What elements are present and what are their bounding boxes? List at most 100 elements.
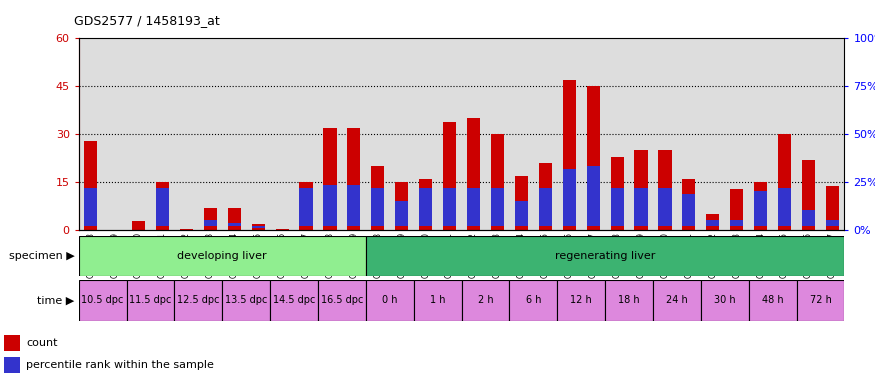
Text: specimen ▶: specimen ▶	[9, 251, 74, 262]
Bar	[539, 163, 552, 230]
Bar	[802, 160, 816, 230]
Bar	[204, 208, 217, 230]
Bar	[563, 80, 576, 230]
Bar	[826, 185, 839, 230]
Bar	[318, 280, 366, 321]
Bar	[443, 122, 456, 230]
Bar	[701, 280, 749, 321]
Text: time ▶: time ▶	[37, 295, 74, 306]
Bar	[132, 225, 145, 227]
Bar	[371, 166, 384, 230]
Bar	[682, 179, 696, 230]
Bar	[658, 188, 671, 225]
Bar	[491, 134, 504, 230]
Bar	[754, 182, 767, 230]
Bar	[419, 188, 432, 225]
Bar	[467, 118, 480, 230]
Bar	[347, 128, 360, 230]
Bar	[778, 188, 791, 225]
Bar	[270, 280, 318, 321]
Bar	[706, 214, 719, 230]
Text: 18 h: 18 h	[619, 295, 640, 306]
Text: 72 h: 72 h	[809, 295, 831, 306]
Text: regenerating liver: regenerating liver	[555, 251, 655, 262]
Text: 11.5 dpc: 11.5 dpc	[130, 295, 172, 306]
Bar	[557, 280, 606, 321]
Bar	[156, 188, 169, 225]
Text: 6 h: 6 h	[526, 295, 541, 306]
Bar	[4, 335, 20, 351]
Bar	[658, 151, 671, 230]
Text: 16.5 dpc: 16.5 dpc	[321, 295, 363, 306]
Bar	[419, 179, 432, 230]
Text: 12 h: 12 h	[570, 295, 592, 306]
Bar	[132, 221, 145, 230]
Bar	[706, 220, 719, 225]
Bar	[299, 188, 312, 225]
Bar	[514, 176, 528, 230]
Bar	[586, 86, 599, 230]
Text: percentile rank within the sample: percentile rank within the sample	[26, 360, 214, 370]
Bar	[84, 188, 97, 225]
Bar	[324, 185, 337, 226]
Text: 12.5 dpc: 12.5 dpc	[177, 295, 220, 306]
Bar	[802, 210, 816, 225]
Text: 2 h: 2 h	[478, 295, 494, 306]
Bar	[754, 191, 767, 226]
Bar	[611, 157, 624, 230]
Bar	[730, 220, 743, 225]
Text: GDS2577 / 1458193_at: GDS2577 / 1458193_at	[74, 14, 220, 27]
Bar	[414, 280, 462, 321]
Bar	[509, 280, 557, 321]
Text: 14.5 dpc: 14.5 dpc	[273, 295, 315, 306]
Bar	[563, 169, 576, 226]
Bar	[4, 356, 20, 372]
Bar	[252, 225, 265, 228]
Bar	[606, 280, 653, 321]
Bar	[634, 188, 648, 225]
Text: 1 h: 1 h	[430, 295, 445, 306]
Bar	[634, 151, 648, 230]
Bar	[396, 201, 409, 226]
Bar	[653, 280, 701, 321]
Bar	[826, 220, 839, 225]
Bar	[156, 182, 169, 230]
Text: 0 h: 0 h	[382, 295, 397, 306]
Bar	[514, 201, 528, 226]
Bar	[462, 280, 509, 321]
Bar	[467, 188, 480, 225]
Text: 24 h: 24 h	[666, 295, 688, 306]
Bar	[79, 280, 127, 321]
Bar	[228, 223, 241, 226]
Text: 48 h: 48 h	[762, 295, 783, 306]
Bar	[491, 188, 504, 225]
Bar	[347, 185, 360, 226]
Bar	[796, 280, 844, 321]
Text: 10.5 dpc: 10.5 dpc	[81, 295, 124, 306]
Bar	[79, 236, 366, 276]
Bar	[371, 188, 384, 225]
Bar	[222, 280, 270, 321]
Bar	[180, 229, 193, 230]
Text: count: count	[26, 338, 58, 348]
Bar	[324, 128, 337, 230]
Bar	[586, 166, 599, 225]
Bar	[749, 280, 796, 321]
Bar	[299, 182, 312, 230]
Bar	[539, 188, 552, 225]
Bar	[204, 220, 217, 225]
Bar	[443, 188, 456, 225]
Bar	[366, 236, 844, 276]
Bar	[228, 208, 241, 230]
Bar	[252, 224, 265, 230]
Bar	[174, 280, 222, 321]
Bar	[366, 280, 414, 321]
Bar	[682, 194, 696, 225]
Bar	[730, 189, 743, 230]
Bar	[127, 280, 174, 321]
Bar	[84, 141, 97, 230]
Bar	[778, 134, 791, 230]
Text: 30 h: 30 h	[714, 295, 736, 306]
Bar	[396, 182, 409, 230]
Text: 13.5 dpc: 13.5 dpc	[225, 295, 268, 306]
